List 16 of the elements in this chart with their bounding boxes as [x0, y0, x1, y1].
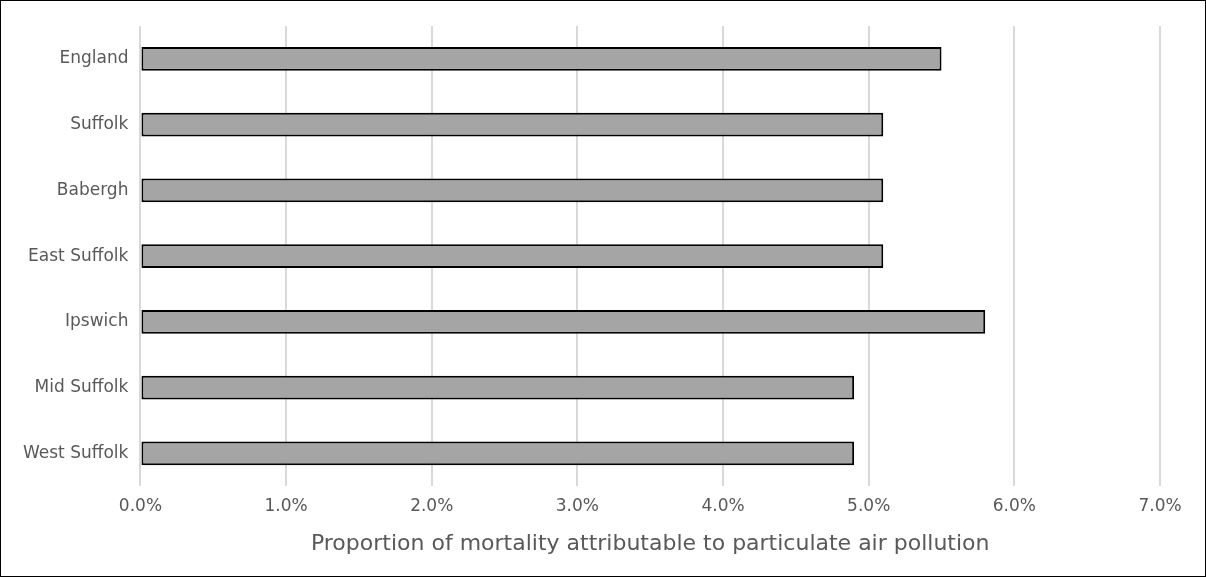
y-tick-label: Mid Suffolk: [34, 376, 129, 397]
x-tick-label: 2.0%: [410, 494, 454, 515]
y-tick-label: Ipswich: [65, 310, 129, 331]
y-tick-label: England: [59, 47, 129, 68]
x-tick-label: 0.0%: [118, 494, 163, 515]
y-tick-label: Suffolk: [70, 113, 129, 134]
y-tick-label: East Suffolk: [28, 244, 129, 265]
x-tick-label: 3.0%: [555, 494, 599, 515]
x-tick-label: 4.0%: [701, 494, 745, 515]
y-tick-label: West Suffolk: [22, 441, 129, 462]
x-tick-label: 5.0%: [847, 494, 891, 515]
x-tick-label: 7.0%: [1138, 494, 1182, 515]
x-tick-label: 6.0%: [992, 494, 1036, 515]
x-tick-label: 1.0%: [264, 494, 308, 515]
y-tick-label: Babergh: [56, 178, 129, 199]
x-axis-title: Proportion of mortality attributable to particulate air pollution: [310, 529, 990, 555]
